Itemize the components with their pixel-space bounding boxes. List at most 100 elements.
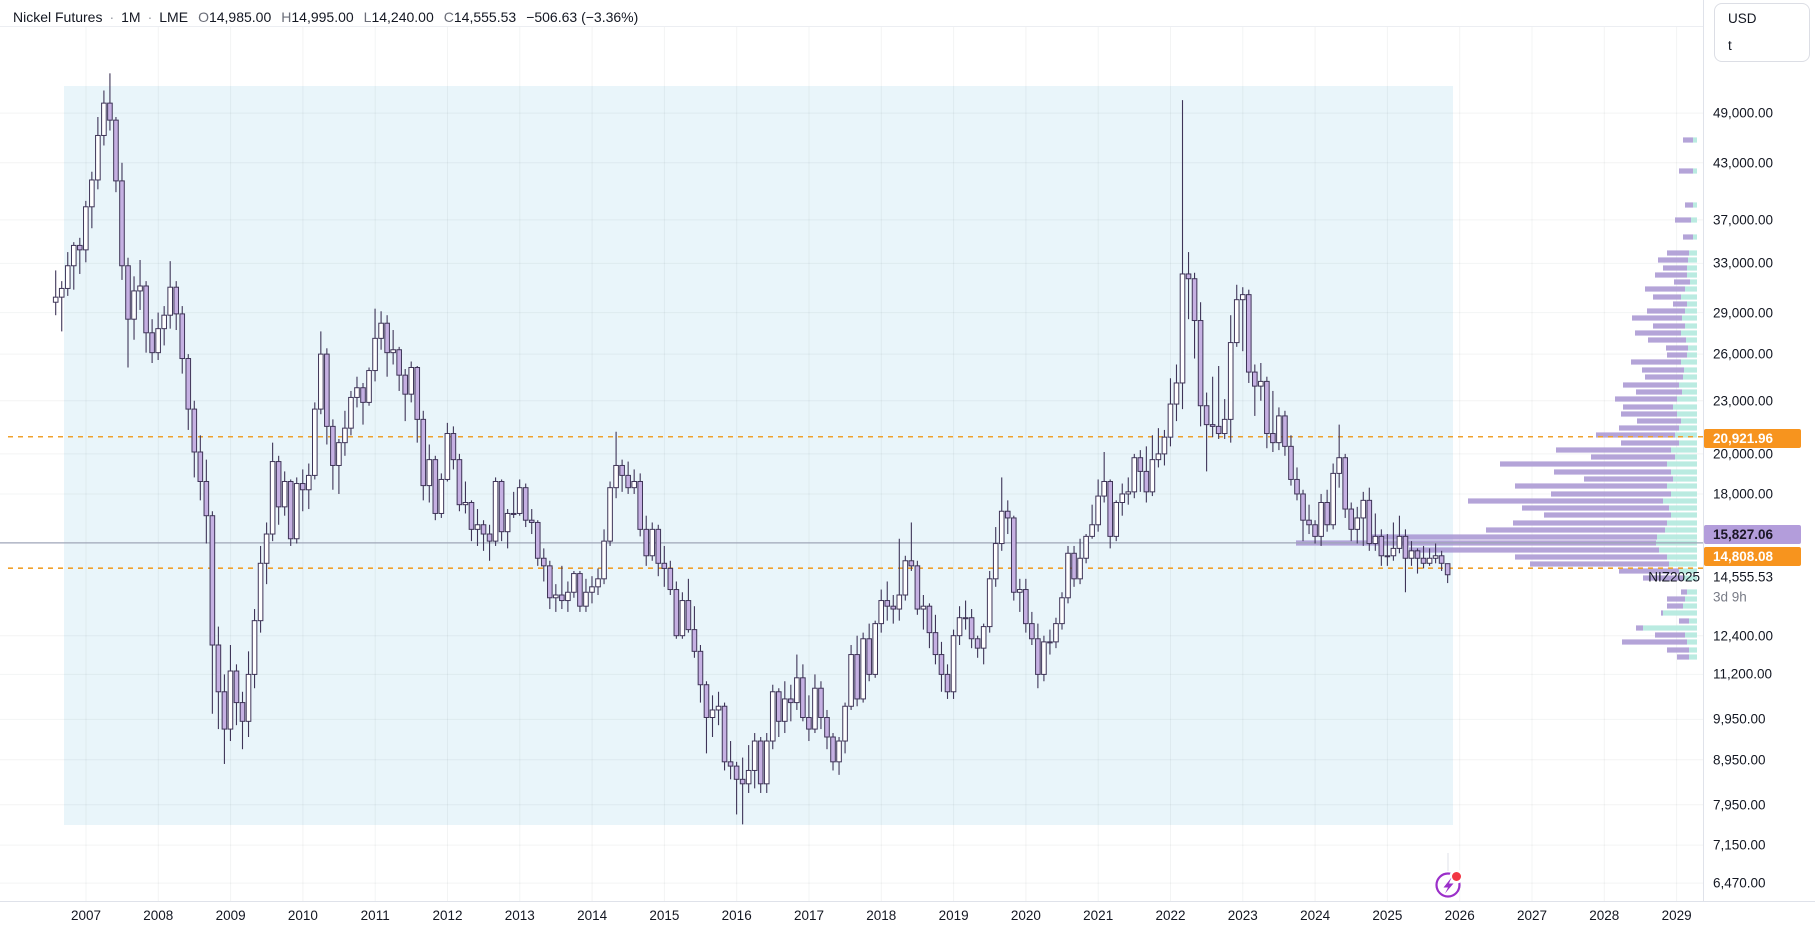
candle-body xyxy=(1360,499,1367,519)
candle-body xyxy=(516,487,523,514)
candle-body xyxy=(1101,480,1107,497)
year-label: 2009 xyxy=(215,908,246,923)
profile-row-cyan xyxy=(1685,632,1697,638)
year-label: 2028 xyxy=(1589,908,1620,923)
profile-row-cyan xyxy=(1685,308,1697,314)
profile-row-cyan xyxy=(1687,639,1697,645)
candle-body xyxy=(1396,535,1403,549)
profile-row-cyan xyxy=(1691,217,1697,223)
interval-label[interactable]: 1M xyxy=(121,9,141,25)
candle-body xyxy=(926,605,933,634)
candle-body xyxy=(498,480,505,533)
profile-row-cyan xyxy=(1682,315,1697,321)
candle-body xyxy=(1324,502,1330,526)
candle-body xyxy=(1077,557,1083,580)
profile-row-cyan xyxy=(1687,265,1697,271)
candle-body xyxy=(251,620,258,675)
candle-body xyxy=(486,533,493,542)
candle-body xyxy=(245,673,252,722)
profile-row-purple xyxy=(1679,168,1693,174)
candle-body xyxy=(420,418,427,487)
candle-body xyxy=(782,698,788,722)
candle-body xyxy=(275,461,282,508)
candle-body xyxy=(1390,547,1397,557)
candle-body xyxy=(185,358,192,410)
candle-body xyxy=(1306,519,1312,526)
profile-row-cyan xyxy=(1675,432,1697,438)
year-label: 2026 xyxy=(1444,908,1475,923)
candle-body xyxy=(101,102,107,136)
profile-row-cyan xyxy=(1677,411,1697,417)
profile-row-purple xyxy=(1619,425,1679,431)
profile-row-cyan xyxy=(1663,610,1697,616)
candle-body xyxy=(559,594,565,602)
profile-row-purple xyxy=(1468,498,1663,504)
year-label: 2013 xyxy=(504,908,535,923)
candle-body xyxy=(1185,273,1192,280)
currency-button[interactable]: USD xyxy=(1728,11,1757,26)
profile-row-purple xyxy=(1513,520,1667,526)
candle-body xyxy=(1402,535,1409,559)
candle-body xyxy=(1023,589,1029,625)
candle-body xyxy=(902,560,909,596)
candle-body xyxy=(751,740,758,771)
candle-body xyxy=(215,644,222,693)
unit-button[interactable]: t xyxy=(1728,38,1732,53)
candle-body xyxy=(402,374,408,395)
profile-row-cyan xyxy=(1671,447,1697,453)
profile-row-cyan xyxy=(1671,512,1697,518)
candle-body xyxy=(83,206,89,251)
symbol-title[interactable]: Nickel Futures xyxy=(13,9,103,25)
candle-body xyxy=(1071,552,1077,580)
profile-row-purple xyxy=(1655,272,1687,278)
candle-body xyxy=(806,717,812,730)
candle-body xyxy=(667,567,674,591)
candle-body xyxy=(637,480,643,530)
year-label: 2016 xyxy=(721,908,752,923)
profile-row-purple xyxy=(1409,547,1659,553)
contract-countdown: 3d 9h xyxy=(1713,589,1747,605)
candle-body xyxy=(58,287,65,298)
candle-body xyxy=(209,515,216,646)
candle-body xyxy=(1444,563,1451,576)
profile-row-cyan xyxy=(1671,469,1697,475)
candle-body xyxy=(1372,535,1379,545)
contract-name-label: NIZ2025 xyxy=(1648,569,1700,585)
candle-body xyxy=(998,510,1005,545)
candle-body xyxy=(64,265,71,289)
candle-body xyxy=(1119,493,1126,504)
price-axis[interactable]: 49,000.00 43,000.00 37,000.00 33,000.00 29,0… xyxy=(1704,0,1815,901)
candle-body xyxy=(643,528,650,557)
poc-price-label[interactable]: 15,827.06 xyxy=(1704,524,1801,544)
lightning-event-icon[interactable] xyxy=(1435,869,1464,898)
profile-row-purple xyxy=(1544,512,1671,518)
candle-body xyxy=(1047,641,1053,644)
candle-body xyxy=(956,617,963,637)
profile-row-purple xyxy=(1584,476,1673,482)
profile-row-purple xyxy=(1368,534,1657,540)
candle-body xyxy=(77,244,83,251)
price-tick-label: 9,950.00 xyxy=(1713,711,1766,727)
candle-body xyxy=(679,600,686,637)
candle-body xyxy=(1083,535,1089,559)
candle-body xyxy=(673,589,680,637)
price-tick-label: 43,000.00 xyxy=(1713,155,1774,171)
candle-body xyxy=(125,265,131,320)
value-area-low-label[interactable]: 14,808.08 xyxy=(1704,546,1801,566)
profile-row-purple xyxy=(1530,561,1669,567)
candle-body xyxy=(287,480,294,540)
value-area-high-label[interactable]: 20,921.96 xyxy=(1704,428,1801,448)
year-label: 2015 xyxy=(649,908,680,923)
candle-body xyxy=(384,322,390,354)
profile-row-cyan xyxy=(1681,418,1697,424)
candle-body xyxy=(1131,457,1138,493)
candle-body xyxy=(1197,320,1204,407)
symbol-legend: Nickel Futures · 1M · LME O14,985.00 H14… xyxy=(13,7,638,27)
profile-row-purple xyxy=(1615,396,1677,402)
currency-unit-selector[interactable]: USD t xyxy=(1714,3,1810,62)
year-label: 2023 xyxy=(1227,908,1258,923)
time-axis[interactable]: 2007 2008 2009 2010 2011 2012 2013 2014 2015 2016… xyxy=(0,902,1815,935)
candle-body xyxy=(474,524,481,530)
profile-row-cyan xyxy=(1675,454,1697,460)
